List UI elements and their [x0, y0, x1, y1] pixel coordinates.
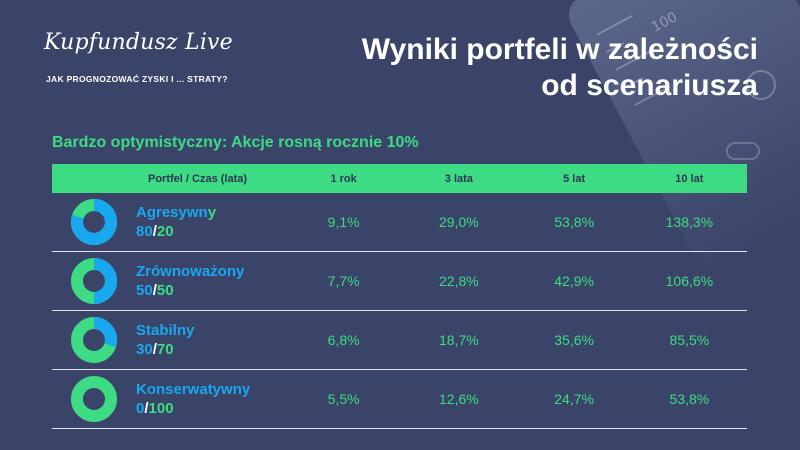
- value-3-years: 12,6%: [439, 391, 479, 407]
- donut-stocks-segment: [71, 199, 117, 245]
- brand-tagline: JAK PROGNOZOWAĆ ZYSKI I ... STRATY?: [46, 74, 228, 84]
- portfolio-name-suffix: y: [207, 204, 217, 221]
- value-10-years: 138,3%: [665, 214, 714, 230]
- portfolio-name: Zrównoważony: [136, 262, 286, 281]
- value-5-years: 42,9%: [554, 273, 594, 289]
- value-1-year: 5,5%: [327, 391, 360, 407]
- value-5-years: 35,6%: [554, 332, 594, 348]
- value-1-year: 9,1%: [327, 214, 360, 230]
- ratio-stocks: 30: [136, 341, 153, 358]
- ratio-bonds: 50: [156, 282, 174, 299]
- ratio-bonds: 100: [148, 400, 174, 417]
- portfolio-ratio: 80/20: [136, 223, 174, 240]
- ratio-bonds: 70: [156, 341, 174, 358]
- portfolio-ratio: 0/100: [136, 400, 174, 417]
- portfolio-name: Stabilny: [136, 321, 286, 340]
- portfolio-name: Konserwatywny: [136, 380, 286, 399]
- table-header: Portfel / Czas (lata) 1 rok 3 lata 5 lat…: [52, 164, 747, 193]
- donut-chart-icon: [71, 199, 117, 245]
- table-row: Konserwatywny 0/100 5,5% 12,6% 24,7% 53,…: [52, 370, 747, 429]
- portfolio-name-text: Agresywn: [136, 204, 208, 221]
- header-5-years: 5 lat: [563, 172, 586, 185]
- value-10-years: 53,8%: [669, 391, 710, 407]
- portfolio-name-text: Zrównoważony: [136, 263, 245, 280]
- donut-chart-icon: [71, 317, 117, 363]
- scenario-title: Bardzo optymistyczny: Akcje rosną roczni…: [52, 134, 419, 151]
- donut-stocks-segment: [71, 317, 117, 363]
- page-title-line2: od scenariusza: [541, 69, 758, 102]
- page-title-line1: Wyniki portfeli w zależności: [361, 33, 758, 66]
- value-10-years: 106,6%: [665, 273, 714, 289]
- page-title: Wyniki portfeli w zależności od scenariu…: [288, 32, 758, 104]
- portfolio-ratio: 30/70: [136, 341, 174, 358]
- header-3-years: 3 lata: [444, 172, 473, 185]
- sun-icon: [746, 70, 776, 100]
- table-row: Zrównoważony 50/50 7,7% 22,8% 42,9% 106,…: [52, 252, 747, 311]
- brand-logo: Kupfundusz Live: [44, 30, 233, 55]
- cloud-icon: [726, 142, 760, 160]
- donut-stocks-segment: [71, 258, 117, 304]
- value-3-years: 29,0%: [439, 214, 479, 230]
- portfolio-name-text: Konserwatywny: [136, 381, 251, 398]
- value-3-years: 22,8%: [439, 273, 479, 289]
- ratio-stocks: 80: [136, 223, 153, 240]
- value-1-year: 6,8%: [327, 332, 360, 348]
- portfolio-name-text: Stabilny: [136, 322, 195, 339]
- value-3-years: 18,7%: [439, 332, 479, 348]
- donut-bonds-segment: [71, 376, 117, 422]
- ratio-stocks: 50: [136, 282, 153, 299]
- table-row: Stabilny 30/70 6,8% 18,7% 35,6% 85,5%: [52, 311, 747, 370]
- portfolio-name: Agresywny: [136, 203, 286, 222]
- ratio-stocks: 0: [136, 400, 145, 417]
- value-1-year: 7,7%: [327, 273, 360, 289]
- results-table: Portfel / Czas (lata) 1 rok 3 lata 5 lat…: [52, 164, 747, 429]
- value-5-years: 53,8%: [554, 214, 594, 230]
- donut-chart-icon: [71, 376, 117, 422]
- portfolio-ratio: 50/50: [136, 282, 174, 299]
- value-10-years: 85,5%: [669, 332, 710, 348]
- header-1-year: 1 rok: [330, 172, 357, 185]
- header-portfolio: Portfel / Czas (lata): [148, 172, 248, 185]
- donut-chart-icon: [71, 258, 117, 304]
- value-5-years: 24,7%: [554, 391, 594, 407]
- table-row: Agresywny 80/20 9,1% 29,0% 53,8% 138,3%: [52, 193, 747, 252]
- header-10-years: 10 lat: [675, 172, 704, 185]
- ratio-bonds: 20: [156, 223, 174, 240]
